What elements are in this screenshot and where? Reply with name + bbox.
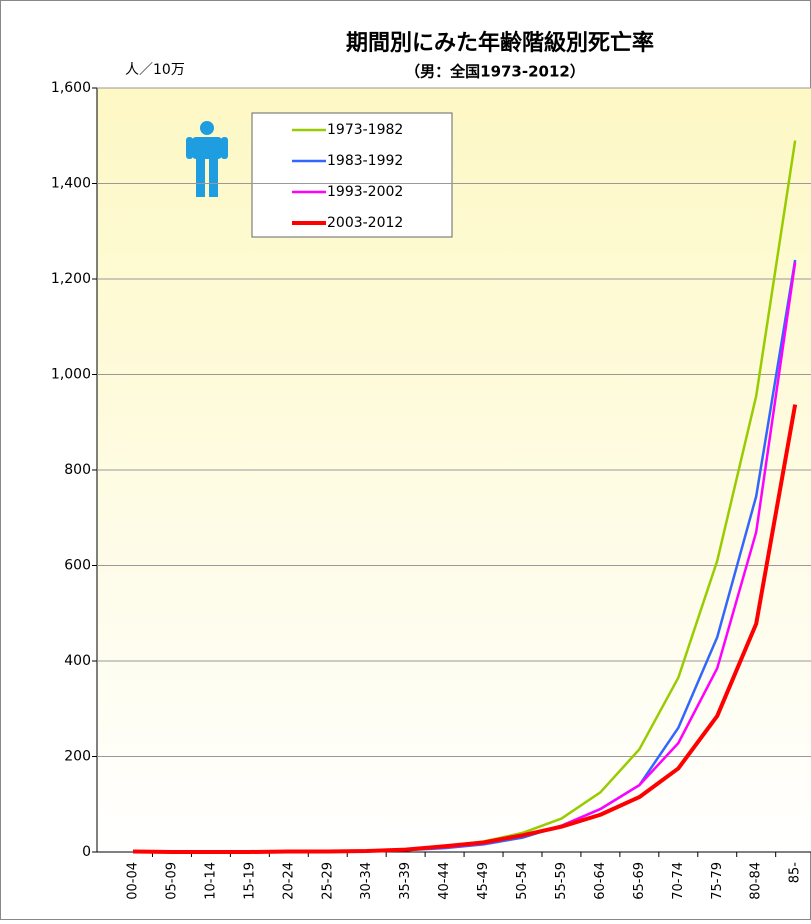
legend-label: 2003-2012 [327,215,403,231]
chart-subtitle: （男：全国1973-2012） [405,63,585,81]
y-tick-label: 1,600 [51,80,91,96]
legend-box [251,112,453,238]
y-tick-label: 1,200 [51,271,91,287]
x-tick-label: 30-34 [359,862,374,900]
x-tick-label: 05-09 [164,862,179,900]
x-tick-label: 75-79 [710,862,725,900]
y-tick-label: 1,000 [51,367,91,383]
x-tick-label: 55-59 [554,862,569,900]
x-tick-label: 85- [788,862,803,884]
x-tick-label: 20-24 [281,862,296,900]
y-tick-label: 0 [82,844,91,860]
x-tick-label: 15-19 [242,862,257,900]
y-tick-label: 600 [64,558,91,574]
legend-label: 1993-2002 [327,184,403,200]
x-tick-label: 80-84 [749,862,764,900]
x-tick-label: 70-74 [671,862,686,900]
x-tick-label: 25-29 [320,862,335,900]
y-tick-label: 1,400 [51,176,91,192]
legend-label: 1973-1982 [327,122,403,138]
x-tick-label: 45-49 [476,862,491,900]
x-tick-label: 35-39 [398,862,413,900]
y-tick-label: 400 [64,653,91,669]
y-tick-label: 800 [64,462,91,478]
x-tick-label: 00-04 [126,862,141,900]
y-tick-label: 200 [64,749,91,765]
x-tick-label: 65-69 [632,862,647,900]
x-tick-label: 40-44 [437,862,452,900]
person-icon [186,121,228,197]
series-line [132,404,798,854]
y-axis-label: 人／10万 [125,62,185,78]
x-tick-label: 60-64 [593,862,608,900]
x-tick-label: 50-54 [515,862,530,900]
legend-label: 1983-1992 [327,153,403,169]
x-tick-label: 10-14 [203,862,218,900]
chart-title: 期間別にみた年齢階級別死亡率 [346,30,654,56]
